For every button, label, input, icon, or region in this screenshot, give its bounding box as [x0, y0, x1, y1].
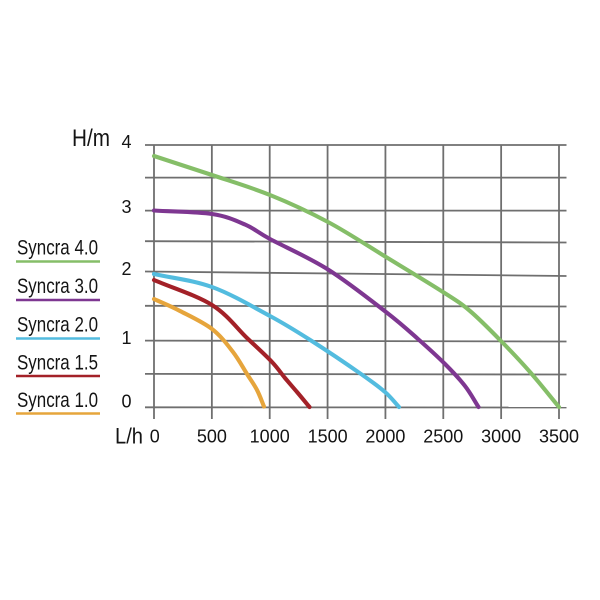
svg-text:Syncra 1.0: Syncra 1.0	[17, 389, 98, 412]
svg-text:Syncra 4.0: Syncra 4.0	[17, 237, 98, 260]
svg-text:2000: 2000	[365, 427, 405, 447]
svg-text:2: 2	[121, 259, 131, 279]
svg-text:500: 500	[197, 427, 227, 447]
svg-text:L/h: L/h	[115, 424, 143, 449]
svg-text:H/m: H/m	[72, 125, 110, 152]
svg-text:4: 4	[121, 132, 131, 152]
svg-text:3000: 3000	[481, 427, 521, 447]
svg-text:0: 0	[121, 392, 131, 412]
svg-text:Syncra 1.5: Syncra 1.5	[17, 352, 98, 375]
svg-text:1000: 1000	[250, 427, 290, 447]
svg-text:3500: 3500	[539, 427, 579, 447]
svg-text:0: 0	[150, 427, 160, 447]
svg-text:2500: 2500	[423, 427, 463, 447]
svg-text:3: 3	[121, 197, 131, 217]
svg-text:Syncra 3.0: Syncra 3.0	[17, 275, 98, 298]
svg-text:Syncra 2.0: Syncra 2.0	[17, 314, 98, 337]
svg-text:1500: 1500	[308, 427, 348, 447]
svg-text:1: 1	[121, 328, 131, 348]
